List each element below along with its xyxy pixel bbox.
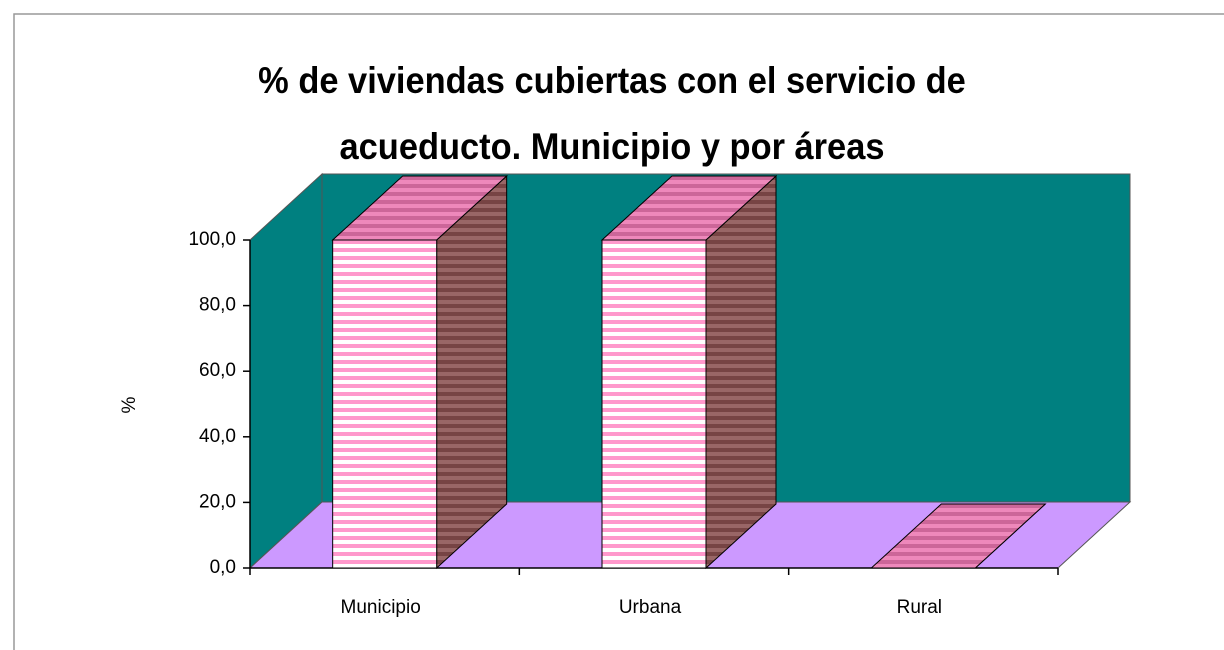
y-tick-label: 80,0 bbox=[199, 295, 236, 316]
y-tick-label: 40,0 bbox=[199, 426, 236, 447]
bar-side bbox=[436, 174, 508, 570]
y-tick-label: 100,0 bbox=[188, 229, 236, 250]
chart-title: % de viviendas cubiertas con el servicio… bbox=[258, 60, 966, 167]
bar-top bbox=[600, 175, 778, 241]
bar bbox=[332, 239, 438, 569]
bar-side bbox=[705, 174, 777, 570]
x-tick-label: Rural bbox=[897, 597, 942, 618]
x-tick-label: Urbana bbox=[619, 597, 682, 618]
side-wall bbox=[249, 172, 323, 570]
bar bbox=[601, 239, 707, 569]
bar-top bbox=[331, 175, 508, 241]
frame bbox=[13, 13, 1224, 650]
y-tick-label: 20,0 bbox=[199, 491, 236, 512]
bar-top bbox=[870, 503, 1047, 569]
y-axis-label: % bbox=[119, 396, 140, 413]
x-tick-label: Municipio bbox=[341, 597, 421, 618]
y-tick-label: 60,0 bbox=[199, 360, 236, 381]
y-tick-label: 0,0 bbox=[210, 557, 236, 578]
